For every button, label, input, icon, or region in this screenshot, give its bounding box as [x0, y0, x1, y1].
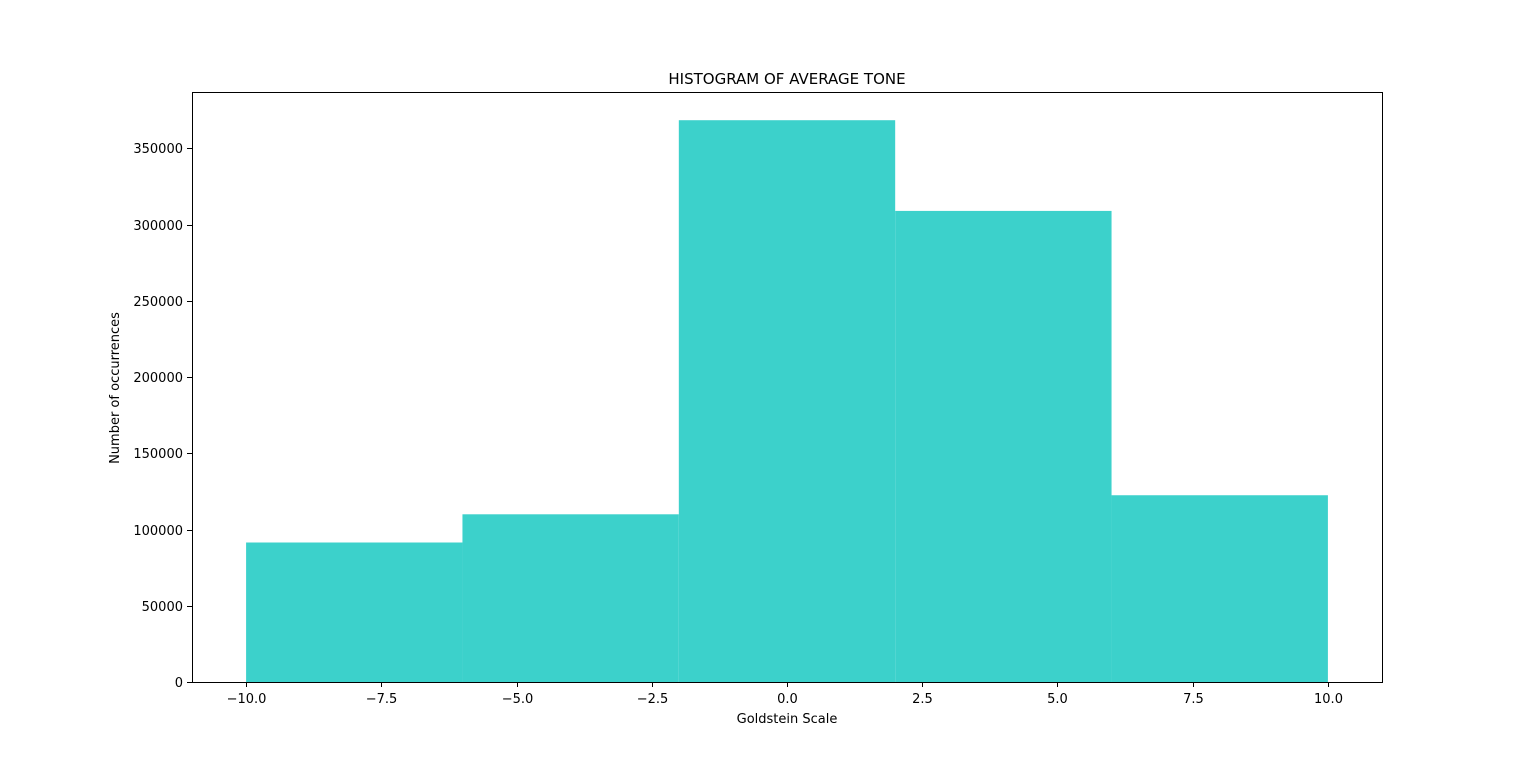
y-tick-label: 150000 [133, 447, 183, 462]
x-tick-label: 7.5 [1183, 692, 1204, 707]
y-axis-label: Number of occurrences [108, 312, 123, 464]
x-tick-label: −7.5 [366, 692, 398, 707]
chart-title: HISTOGRAM OF AVERAGE TONE [668, 70, 905, 88]
x-tick-label: −2.5 [637, 692, 669, 707]
bars-group [246, 120, 1328, 683]
y-tick-label: 350000 [133, 142, 183, 157]
y-tick-label: 0 [175, 676, 183, 691]
y-tick-label: 300000 [133, 219, 183, 234]
y-tick-label: 100000 [133, 524, 183, 539]
x-tick-label: −10.0 [227, 692, 267, 707]
x-axis-label: Goldstein Scale [737, 712, 838, 727]
histogram-bar-1 [246, 542, 463, 682]
y-axis-ticks: 0 50000 100000 150000 200000 250000 300000 3500… [133, 142, 192, 691]
y-tick-label: 200000 [133, 371, 183, 386]
y-tick-label: 50000 [142, 600, 183, 615]
x-tick-label: 0.0 [777, 692, 798, 707]
y-tick-label: 250000 [133, 295, 183, 310]
x-tick-label: −5.0 [502, 692, 534, 707]
histogram-bar-5 [1111, 495, 1328, 682]
histogram-bar-4 [895, 210, 1112, 682]
x-tick-label: 5.0 [1047, 692, 1068, 707]
histogram-bar-2 [462, 514, 679, 682]
histogram-bar-3 [678, 120, 896, 683]
x-tick-label: 10.0 [1314, 692, 1343, 707]
x-axis-ticks: −10.0 −7.5 −5.0 −2.5 0.0 2.5 5.0 7.5 10.0 [227, 682, 1343, 707]
x-tick-label: 2.5 [912, 692, 933, 707]
